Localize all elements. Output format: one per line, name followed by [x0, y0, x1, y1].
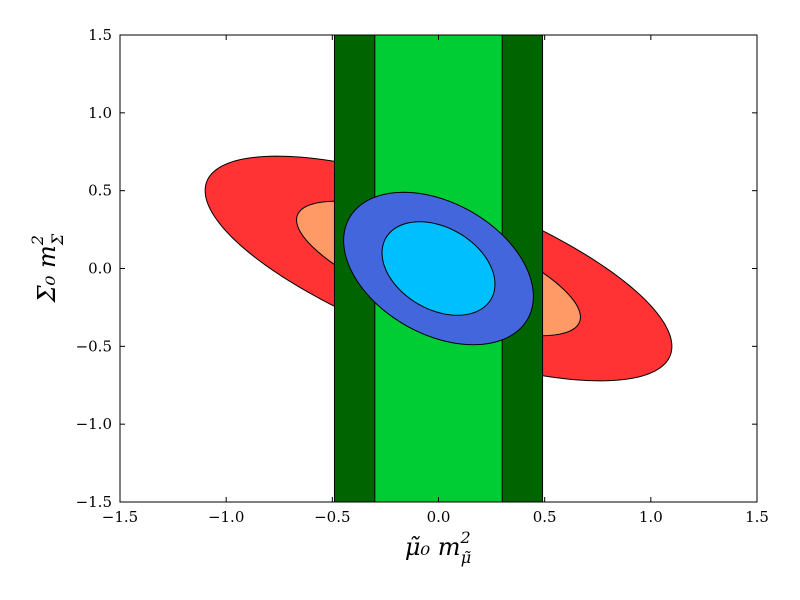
- confidence-ellipse: [381, 221, 496, 316]
- x-tick-label: 1.5: [745, 508, 769, 526]
- x-label-sup: 2: [460, 528, 471, 547]
- y-axis-label: Σ₀ m2Σ: [28, 233, 67, 303]
- x-tick-label: 0.5: [533, 508, 557, 526]
- x-tick-label: 0.0: [427, 508, 451, 526]
- y-label-sup: 2: [28, 235, 47, 246]
- x-tick-label: 1.0: [639, 508, 663, 526]
- y-label-base: Σ₀ m: [33, 245, 61, 303]
- y-tick-label: 0.5: [88, 182, 112, 200]
- x-label-base: μ̃₀ m: [405, 533, 461, 561]
- x-label-sub: μ̃: [461, 548, 471, 567]
- y-tick-label: 0.0: [88, 260, 112, 278]
- x-tick-label: −1.0: [208, 508, 244, 526]
- y-label-sub: Σ: [48, 233, 67, 246]
- y-tick-label: −1.0: [76, 415, 112, 433]
- y-tick-label: −1.5: [76, 493, 112, 511]
- plot-area: [204, 34, 673, 503]
- x-tick-label: −1.5: [102, 508, 138, 526]
- y-tick-label: 1.5: [88, 26, 112, 44]
- x-tick-label: −0.5: [314, 508, 350, 526]
- y-tick-label: 1.0: [88, 104, 112, 122]
- y-tick-label: −0.5: [76, 337, 112, 355]
- x-axis-label: μ̃₀ m2 μ̃: [405, 528, 471, 567]
